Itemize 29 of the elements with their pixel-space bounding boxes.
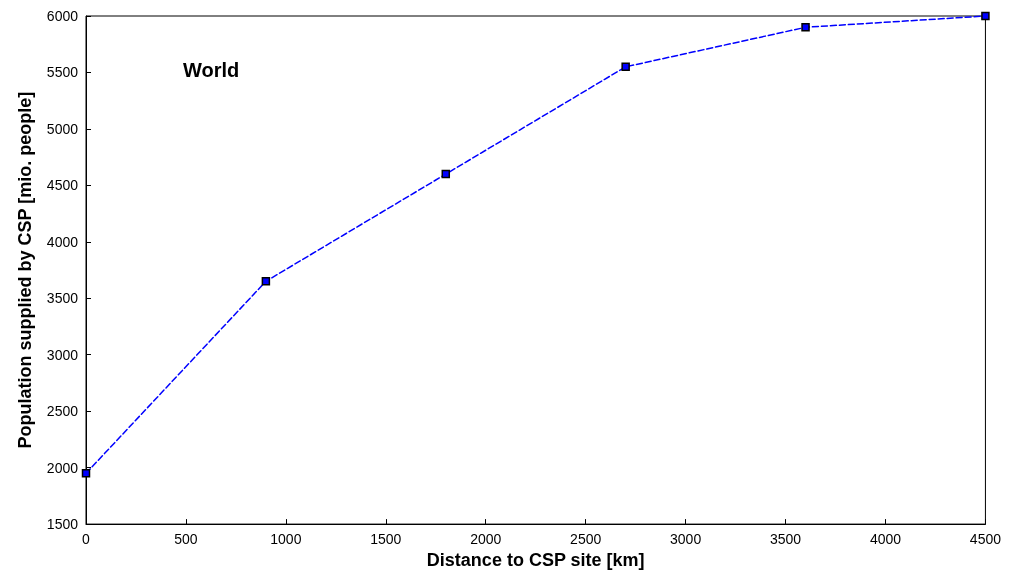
- x-tick-label: 1000: [270, 531, 302, 548]
- y-axis-title: Population supplied by CSP [mio. people]: [15, 91, 35, 449]
- y-tick-label: 3500: [46, 290, 79, 307]
- point: [981, 11, 990, 21]
- y-tick-label: 6000: [46, 8, 79, 24]
- point: [621, 62, 630, 72]
- x-tick-label: 0: [82, 531, 91, 548]
- x-tick-label: 3500: [769, 531, 802, 548]
- y-tick-label: 2500: [46, 403, 79, 420]
- point: [81, 469, 91, 478]
- x-tick-label: 4000: [869, 531, 902, 548]
- x-tick-label: 2000: [470, 531, 502, 548]
- x-tick-label: 500: [174, 531, 198, 548]
- x-tick-label: 2500: [570, 531, 602, 548]
- point: [441, 169, 451, 179]
- annotation: World: [183, 59, 240, 81]
- point: [801, 23, 810, 32]
- x-tick-label: 4500: [969, 531, 1002, 548]
- y-tick-label: 5000: [46, 120, 79, 137]
- y-tick-label: 3000: [46, 346, 79, 363]
- point: [261, 277, 271, 286]
- x-axis-title: Distance to CSP site [km]: [426, 550, 645, 570]
- y-tick-label: 4000: [46, 233, 79, 250]
- x-tick-label: 1500: [370, 531, 402, 548]
- x-tick-label: 3000: [670, 531, 702, 548]
- y-tick-label: 5500: [46, 64, 79, 81]
- y-tick-label: 4500: [46, 177, 79, 194]
- y-tick-label: 2000: [46, 459, 79, 476]
- y-tick-label: 1500: [46, 516, 79, 533]
